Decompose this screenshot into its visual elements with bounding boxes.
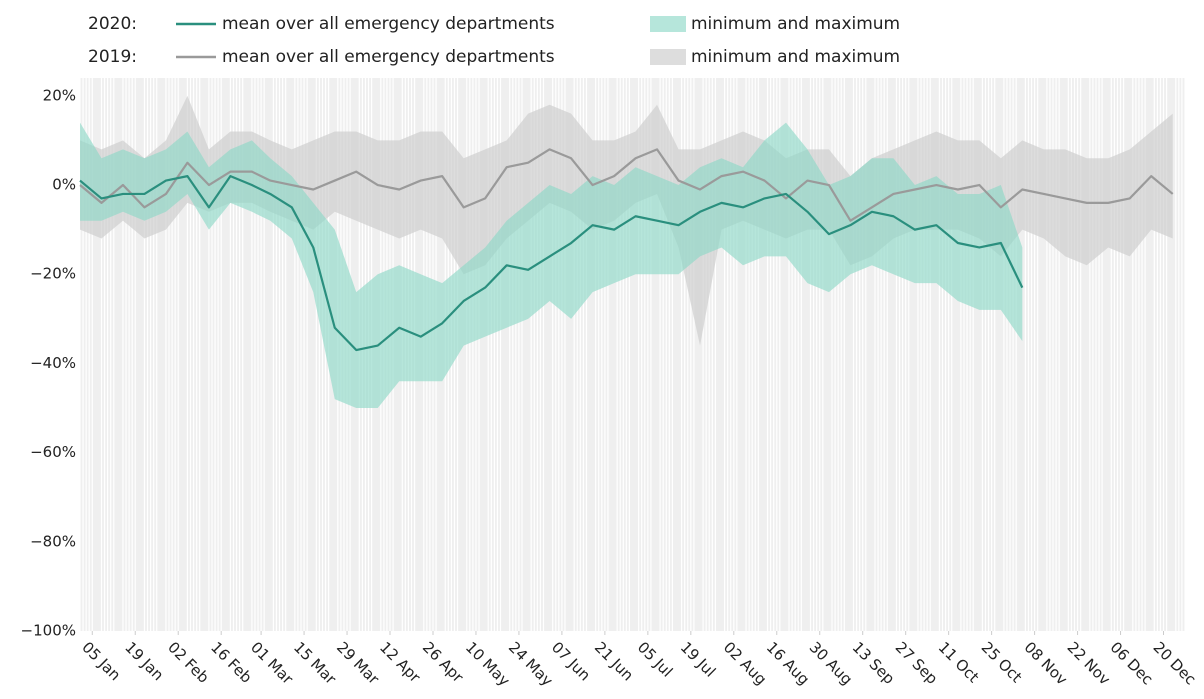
y-tick-label: 20% — [43, 86, 76, 104]
x-tick-label: 12 Apr — [376, 638, 425, 687]
x-tick-label: 01 Mar — [247, 638, 297, 688]
line — [79, 175, 1024, 352]
x-tick-label: 02 Aug — [720, 638, 770, 688]
x-tick-label: 26 Apr — [419, 638, 468, 687]
x-tick-label: 29 Mar — [333, 638, 383, 688]
y-tick-label: −40% — [30, 354, 76, 372]
x-tick-label: 16 Aug — [763, 638, 813, 688]
legend-swatch — [650, 49, 686, 65]
x-tick-label: 13 Sep — [849, 638, 899, 688]
x-tick-label: 24 May — [505, 638, 557, 690]
band — [80, 95, 1173, 346]
legend-group-label: 2019: — [88, 47, 137, 67]
y-tick-label: −20% — [30, 265, 76, 283]
x-tick-label: 19 Jan — [121, 638, 167, 684]
x-tick-label: 10 May — [462, 638, 514, 690]
legend-label: mean over all emergency departments — [222, 14, 555, 34]
x-tick-label: 11 Oct — [935, 638, 983, 686]
x-tick-label: 08 Nov — [1021, 638, 1071, 688]
y-tick-label: −60% — [30, 443, 76, 461]
x-tick-label: 15 Mar — [290, 638, 340, 688]
x-tick-label: 21 Jun — [591, 638, 637, 684]
x-tick-label: 05 Jul — [634, 638, 676, 680]
legend-label: minimum and maximum — [691, 14, 900, 34]
x-tick-label: 06 Dec — [1107, 638, 1157, 688]
x-tick-label: 19 Jul — [677, 638, 719, 680]
legend: 2020: mean over all emergency departments… — [88, 14, 900, 67]
x-tick-label: 30 Aug — [806, 638, 856, 688]
plot-area — [79, 95, 1174, 409]
legend-swatch — [650, 16, 686, 32]
legend-label: mean over all emergency departments — [222, 47, 555, 67]
x-tick-label: 05 Jan — [78, 638, 124, 684]
y-tick-label: 0% — [52, 176, 76, 194]
x-tick-label: 02 Feb — [164, 638, 212, 686]
y-tick-label: −80% — [30, 532, 76, 550]
x-tick-label: 22 Nov — [1064, 638, 1114, 688]
line — [79, 148, 1174, 222]
x-tick-label: 16 Feb — [207, 638, 255, 686]
legend-group-label: 2020: — [88, 14, 137, 34]
legend-label: minimum and maximum — [691, 47, 900, 67]
x-tick-label: 27 Sep — [892, 638, 942, 688]
x-tick-label: 20 Dec — [1150, 638, 1200, 688]
x-tick-label: 25 Oct — [978, 638, 1026, 686]
y-tick-label: −100% — [21, 622, 76, 640]
